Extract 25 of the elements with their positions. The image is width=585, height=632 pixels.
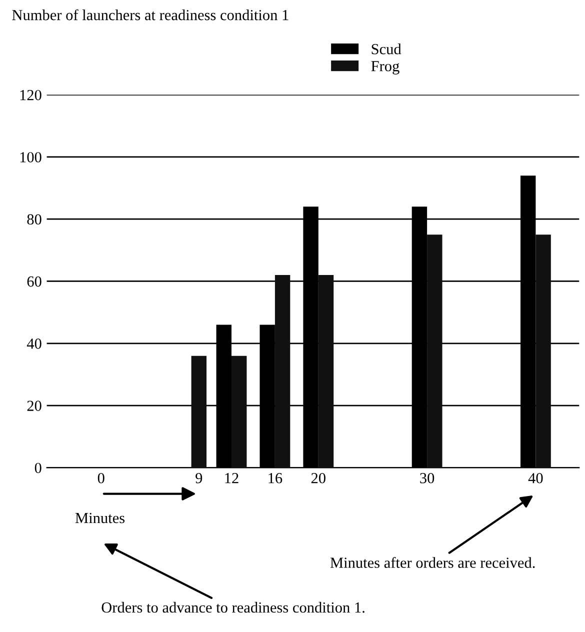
text: Orders to advance to readiness condition 1.: [102, 602, 364, 613]
x-tick-label: 0: [98, 472, 104, 484]
bar: [318, 275, 334, 468]
y-tick-label: 80: [27, 214, 42, 225]
y-tick-label: 0: [34, 462, 42, 474]
bar: [274, 275, 290, 468]
text: Minutes after orders are received.: [330, 557, 535, 568]
legend-label: Frog: [371, 61, 400, 74]
bar: [536, 234, 551, 468]
y-tick-label: 20: [27, 400, 42, 411]
x-tick-label: 40: [528, 472, 543, 484]
y-tick-label: 40: [26, 338, 42, 349]
x-tick-label: 9: [196, 473, 202, 484]
x-tick-label: 12: [225, 473, 238, 484]
x-tick-label: 20: [311, 472, 326, 484]
y-tick-label: 60: [27, 276, 42, 287]
y-tick-label: 120: [20, 90, 42, 100]
x-tick-label: 30: [420, 472, 434, 484]
x-tick-label: 16: [268, 473, 282, 484]
bar: [427, 234, 442, 468]
x-axis-title: Minutes: [75, 512, 125, 524]
legend-label: Scud: [372, 44, 402, 54]
bar: [231, 356, 247, 468]
y-tick-label: 100: [20, 152, 42, 162]
y-axis-title: Number of launchers at readiness condition 1: [12, 9, 288, 20]
